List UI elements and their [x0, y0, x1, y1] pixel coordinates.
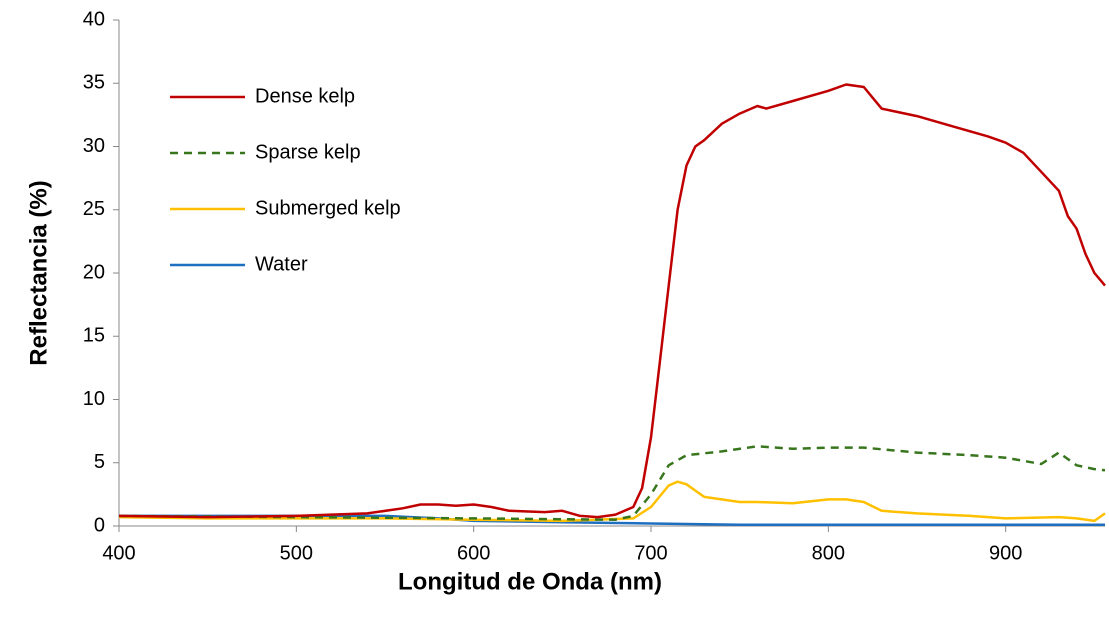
data-line — [118, 480, 1106, 523]
y-tick-label: 25 — [83, 198, 105, 220]
x-tick-label: 900 — [989, 542, 1022, 564]
y-tick-label: 35 — [83, 72, 105, 94]
y-tick-label: 10 — [83, 388, 105, 410]
x-tick-label: 600 — [457, 542, 490, 564]
legend-label: Dense kelp — [255, 85, 355, 107]
x-axis-title: Longitud de Onda (nm) — [398, 568, 662, 595]
legend-label: Submerged kelp — [255, 197, 401, 219]
x-tick-label: 400 — [102, 542, 135, 564]
y-tick-label: 40 — [83, 8, 105, 30]
x-tick-label: 700 — [634, 542, 667, 564]
x-tick-label: 800 — [812, 542, 845, 564]
y-axis-title: Reflectancia (%) — [25, 180, 52, 365]
y-tick-label: 30 — [83, 135, 105, 157]
y-tick-label: 15 — [83, 325, 105, 347]
y-tick-label: 5 — [94, 451, 105, 473]
y-tick-label: 0 — [94, 514, 105, 536]
data-line — [118, 83, 1106, 519]
x-tick-label: 500 — [280, 542, 313, 564]
legend-label: Water — [255, 253, 308, 275]
y-tick-label: 20 — [83, 261, 105, 283]
legend-label: Sparse kelp — [255, 141, 361, 163]
data-line — [118, 445, 1106, 521]
